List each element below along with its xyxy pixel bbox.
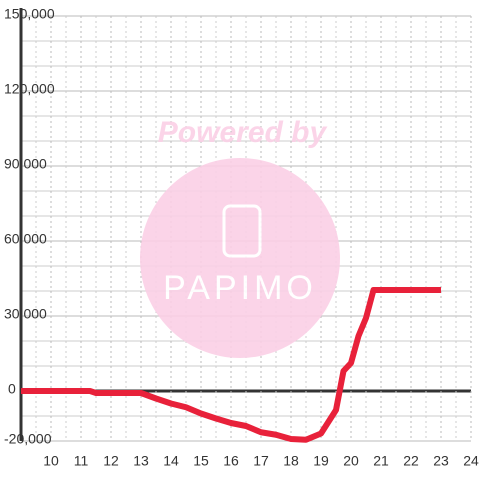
x-tick-label: 10	[43, 453, 59, 469]
y-tick-label: 0	[8, 381, 16, 397]
watermark-circle	[140, 158, 340, 358]
y-tick-label: 60,000	[4, 231, 47, 247]
watermark-icon	[222, 204, 262, 258]
x-tick-label: 17	[253, 453, 269, 469]
x-tick-label: 19	[313, 453, 329, 469]
x-tick-label: 14	[163, 453, 179, 469]
watermark-caption: Powered by	[158, 116, 328, 149]
x-tick-label: 22	[403, 453, 419, 469]
watermark: Powered by PAPIMO	[140, 116, 340, 358]
x-tick-label: 21	[373, 453, 389, 469]
x-tick-label: 12	[103, 453, 119, 469]
x-tick-label: 20	[343, 453, 359, 469]
x-tick-label: 13	[133, 453, 149, 469]
x-tick-label: 24	[463, 453, 479, 469]
y-tick-label: 150,000	[4, 6, 55, 22]
y-tick-label: 90,000	[4, 156, 47, 172]
y-tick-label: -20,000	[4, 431, 52, 447]
x-tick-label: 15	[193, 453, 209, 469]
y-tick-label: 120,000	[4, 81, 55, 97]
watermark-brand: PAPIMO	[163, 269, 317, 307]
x-tick-label: 23	[433, 453, 449, 469]
x-tick-label: 16	[223, 453, 239, 469]
series-line	[21, 287, 441, 443]
x-tick-label: 11	[74, 453, 89, 469]
x-tick-label: 18	[283, 453, 299, 469]
y-tick-label: 30,000	[4, 306, 47, 322]
